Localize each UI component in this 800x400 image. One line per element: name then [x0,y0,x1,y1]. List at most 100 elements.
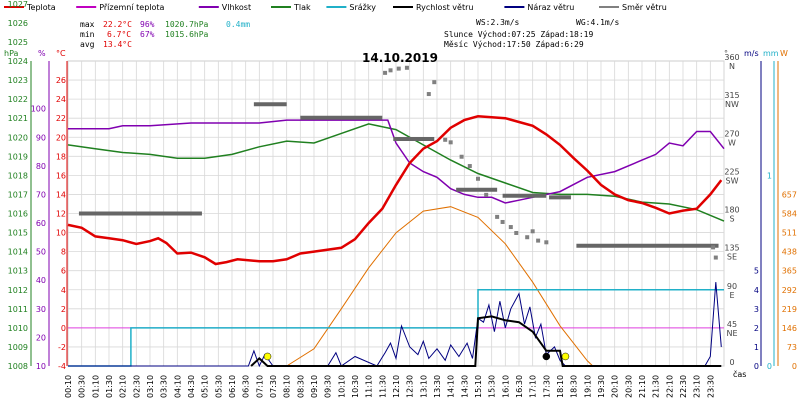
unit-watt: W [780,49,788,58]
tick-pressure: 1015 [8,229,28,238]
tick-temperature: 8 [61,248,66,257]
wind-direction-dot [508,225,513,230]
wind-direction-dot [711,245,716,250]
tick-solar: 438 [782,248,797,257]
tick-time: 12:30 [406,375,415,398]
tick-solar: 365 [782,267,797,276]
tick-solar: 73 [787,343,797,352]
tick-temperature: -4 [58,362,66,371]
stat-min-hum: 67% [140,30,155,39]
tick-temperature: 6 [61,267,66,276]
tick-time: 05:10 [201,375,210,398]
tick-time: 02:10 [119,375,128,398]
tick-solar: 292 [782,286,797,295]
series-wind-speed [250,315,722,367]
tick-pressure: 1017 [8,190,28,199]
event-marker [263,352,272,361]
tick-direction: N [729,62,735,71]
tick-time: 13:30 [433,375,442,398]
tick-pressure: 1020 [8,133,28,142]
tick-humidity: 10 [36,362,46,371]
wind-speed-info: WS:2.3m/s [476,18,520,27]
wind-gust-info: WG:4.1m/s [576,18,620,27]
wind-direction-dot [459,154,464,159]
tick-temperature: 24 [56,95,66,104]
tick-solar: 146 [782,324,797,333]
tick-time: 02:30 [132,375,141,398]
tick-temperature: 26 [56,76,66,85]
wind-direction-dot [713,255,718,260]
tick-direction: 360 [724,53,739,62]
unit-hpa: hPa [4,49,19,58]
tick-temperature: 4 [61,286,66,295]
sun-info: Slunce Východ:07:25 Západ:18:19 [444,30,593,39]
tick-direction: NW [725,100,739,109]
tick-temperature: 22 [56,114,66,123]
tick-time: 06:10 [228,375,237,398]
tick-temperature: 14 [56,190,66,199]
tick-time: 16:10 [501,375,510,398]
tick-time: 09:30 [324,375,333,398]
tick-solar: 657 [782,190,797,199]
tick-pressure: 1012 [8,286,28,295]
series-solar [286,206,594,367]
tick-time: 00:30 [78,375,87,398]
tick-direction: 180 [724,206,739,215]
wind-direction-dot [426,92,431,97]
wind-direction-dot [383,70,388,75]
tick-rain: 0 [767,362,772,371]
tick-time: 21:10 [638,375,647,398]
tick-pressure: 1023 [8,76,28,85]
stat-min-temp: 6.7°C [107,30,131,39]
tick-temperature: -2 [58,343,66,352]
tick-humidity: 60 [36,219,46,228]
tick-humidity: 90 [36,133,46,142]
tick-time: 12:10 [392,375,401,398]
tick-time: 04:30 [187,375,196,398]
tick-time: 22:10 [665,375,674,398]
series-pressure [67,123,725,222]
chart-legend: Teplota Přízemní teplota Vlhkost Tlak Srážky… [4,3,667,12]
tick-wind: 0 [754,362,759,371]
tick-direction: SW [726,176,739,185]
tick-humidity: 30 [36,305,46,314]
tick-time: 08:10 [283,375,292,398]
stat-min-label: min [80,30,95,39]
tick-pressure: 1010 [8,324,28,333]
tick-time: 10:10 [337,375,346,398]
tick-time: 16:30 [515,375,524,398]
tick-pressure: 1027 [8,0,28,9]
wind-direction-dot [404,65,409,70]
tick-direction: E [729,291,734,300]
tick-time: 10:30 [351,375,360,398]
tick-time: 07:30 [269,375,278,398]
tick-time: 19:30 [597,375,606,398]
tick-temperature: 2 [61,305,66,314]
tick-time: 21:30 [652,375,661,398]
wind-direction-dot [443,137,448,142]
tick-temperature: 16 [56,171,66,180]
tick-pressure: 1011 [8,305,28,314]
tick-direction: W [728,138,736,147]
axis-units: hPa % °C ° m/s mm W čas [4,49,788,379]
series-temperature [67,115,723,266]
tick-time: 17:10 [529,375,538,398]
unit-percent: % [38,49,46,58]
tick-time: 20:30 [624,375,633,398]
chart-axes: 1008100910101011101210131014101510161017… [8,0,797,398]
wind-direction-dot [500,219,505,224]
tick-time: 09:10 [310,375,319,398]
tick-time: 19:10 [583,375,592,398]
tick-pressure: 1024 [8,57,28,66]
tick-pressure: 1009 [8,343,28,352]
tick-wind: 3 [754,305,759,314]
stat-avg-label: avg [80,40,95,49]
event-marker [542,352,551,361]
tick-wind: 4 [754,286,759,295]
tick-time: 11:30 [378,375,387,398]
stat-min-press: 1015.6hPa [165,30,209,39]
tick-pressure: 1022 [8,95,28,104]
wind-direction-dot [514,230,519,235]
tick-direction: 225 [724,167,739,176]
